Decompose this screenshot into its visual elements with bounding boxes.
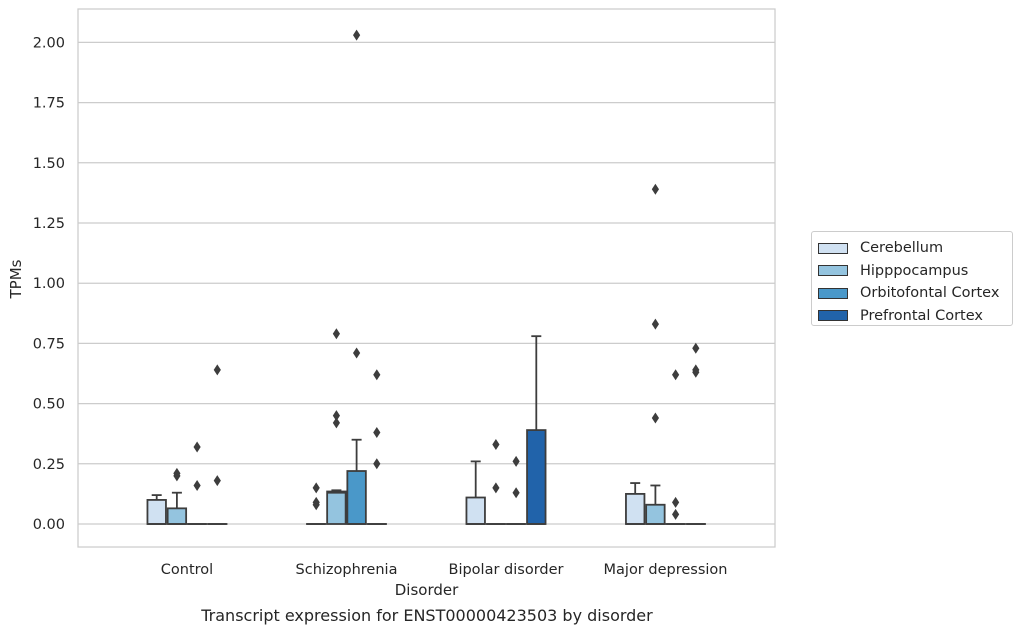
box <box>526 429 547 525</box>
legend-label: Hipppocampus <box>860 262 969 279</box>
y-tick-label: 1.25 <box>33 216 65 232</box>
y-tick-labels: 0.00 0.25 0.50 0.75 1.00 1.25 1.50 1.75 2.00 <box>33 35 65 533</box>
y-tick-label: 1.50 <box>33 156 65 172</box>
outlier-point <box>373 426 381 438</box>
outlier-point <box>173 467 181 479</box>
legend: Cerebellum Hipppocampus Orbitofontal Corte… <box>811 231 1013 326</box>
y-tick-label: 0.00 <box>33 517 65 533</box>
outlier-point <box>332 417 340 429</box>
legend-swatch <box>818 310 848 322</box>
outlier-point <box>492 482 500 494</box>
y-axis-label: TPMs <box>7 259 25 299</box>
legend-swatch <box>818 287 848 299</box>
outlier-point <box>512 455 520 467</box>
legend-swatch <box>818 265 848 277</box>
outlier-point <box>332 328 340 340</box>
gridlines <box>78 41 775 525</box>
outlier-point <box>213 364 221 376</box>
outlier-point <box>492 439 500 451</box>
y-tick-label: 0.50 <box>33 397 65 413</box>
y-tick-label: 2.00 <box>33 35 65 51</box>
legend-swatch <box>818 242 848 254</box>
outlier-point <box>353 29 361 41</box>
outlier-point <box>213 475 221 487</box>
x-tick-label: Control <box>161 562 213 578</box>
box <box>465 496 486 525</box>
outlier-point <box>672 369 680 381</box>
y-tick-label: 0.75 <box>33 336 65 352</box>
outlier-point <box>312 482 320 494</box>
x-tick-labels: Control Schizophrenia Bipolar disorder Majo… <box>161 562 728 578</box>
legend-label: Cerebellum <box>860 240 944 257</box>
y-tick-label: 0.25 <box>33 457 65 473</box>
box <box>346 470 367 525</box>
x-tick-label: Major depression <box>604 562 728 578</box>
y-tick-label: 1.00 <box>33 276 65 292</box>
legend-label: Prefrontal Cortex <box>860 307 983 324</box>
x-tick-label: Schizophrenia <box>296 562 398 578</box>
outlier-point <box>193 441 201 453</box>
box <box>166 507 188 525</box>
outlier-point <box>512 487 520 499</box>
outlier-point <box>692 342 700 354</box>
chart-caption: Transcript expression for ENST0000042350… <box>201 606 653 625</box>
legend-item: Hipppocampus <box>818 260 1012 283</box>
outlier-point <box>651 412 659 424</box>
box <box>146 499 167 525</box>
box <box>326 490 347 525</box>
outlier-point <box>651 318 659 330</box>
box-group <box>146 29 706 525</box>
outlier-point <box>193 479 201 491</box>
outlier-point <box>692 364 700 376</box>
x-tick-label: Bipolar disorder <box>449 562 564 578</box>
box <box>625 492 646 525</box>
outlier-point <box>373 369 381 381</box>
x-axis-label: Disorder <box>395 581 459 599</box>
outlier-point <box>353 347 361 359</box>
outlier-point <box>651 183 659 195</box>
outlier-point <box>312 496 320 508</box>
outlier-point <box>373 458 381 470</box>
legend-item: Prefrontal Cortex <box>818 305 1012 328</box>
legend-item: Orbitofontal Cortex <box>818 282 1012 305</box>
outlier-point <box>672 508 680 520</box>
outlier-point <box>332 410 340 422</box>
plot-frame <box>77 8 776 548</box>
legend-label: Orbitofontal Cortex <box>860 285 1000 302</box>
legend-item: Cerebellum <box>818 237 1012 260</box>
box <box>645 503 666 525</box>
outlier-point <box>672 496 680 508</box>
y-tick-label: 1.75 <box>33 96 65 112</box>
